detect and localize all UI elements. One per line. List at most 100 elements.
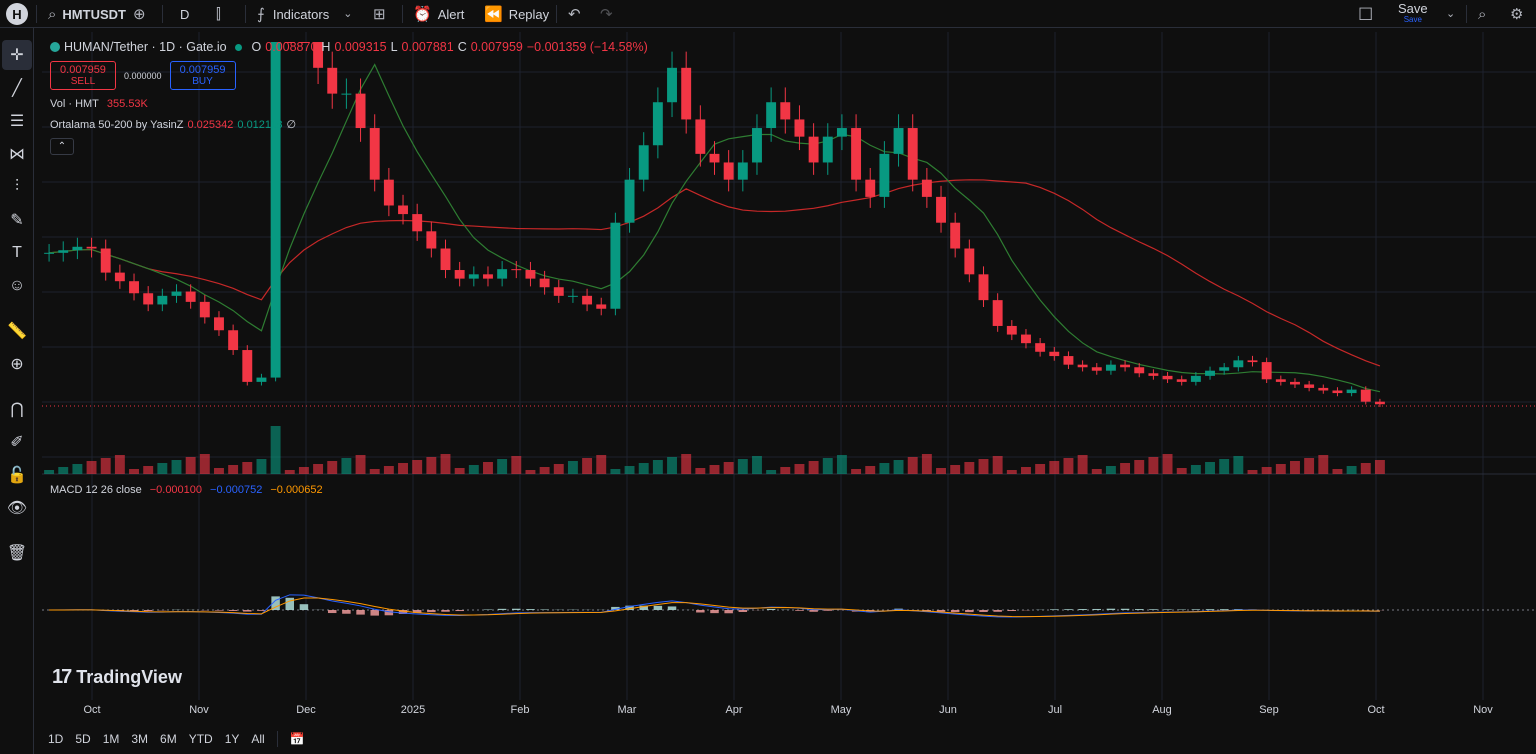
macd-label[interactable]: MACD 12 26 close xyxy=(50,484,142,496)
magnet-tool[interactable]: ⋂ xyxy=(2,394,32,424)
volume-bar xyxy=(1148,457,1159,474)
macd-histogram-bar xyxy=(922,610,932,612)
interval-button[interactable]: D xyxy=(180,0,189,28)
macd-histogram-bar xyxy=(455,610,464,612)
ohlc-l-label: L xyxy=(390,40,398,54)
range-button-3m[interactable]: 3M xyxy=(131,732,149,746)
range-button-1d[interactable]: 1D xyxy=(48,732,64,746)
buy-button[interactable]: 0.007959 BUY xyxy=(169,61,236,90)
volume-bar xyxy=(723,462,734,474)
range-button-6m[interactable]: 6M xyxy=(160,732,177,746)
redo-button[interactable]: ↷ xyxy=(600,0,613,28)
macd-histogram-bar xyxy=(1149,609,1158,610)
user-avatar[interactable]: H xyxy=(6,3,28,25)
range-button-ytd[interactable]: YTD xyxy=(188,732,213,746)
symbol-search-button[interactable]: ⌕ HMTUSDT xyxy=(48,0,126,28)
range-button-1y[interactable]: 1Y xyxy=(224,732,240,746)
gear-icon: ⚙ xyxy=(1510,5,1524,23)
remove-tool[interactable]: 🗑 xyxy=(2,538,32,568)
indicators-button[interactable]: ⨍ Indicators ⌄ xyxy=(257,0,352,28)
candle xyxy=(511,261,522,279)
range-button-all[interactable]: All xyxy=(251,732,265,746)
price-chart[interactable]: Oct Nov Dec 2025 Feb Mar Apr May Jun Jul Aug Sep Oct… xyxy=(42,32,1536,724)
x-axis-label: Mar xyxy=(618,704,637,716)
candle xyxy=(412,203,423,241)
volume-bar xyxy=(582,458,593,474)
candle xyxy=(737,150,748,192)
volume-bar xyxy=(511,456,522,474)
volume-bar xyxy=(440,454,451,474)
crosshair-tool[interactable]: ✛ xyxy=(2,40,32,70)
compare-button[interactable]: ⊕ xyxy=(133,0,146,28)
candle xyxy=(1162,372,1173,384)
calendar-icon[interactable]: 📅 xyxy=(289,732,305,746)
x-axis-label: Nov xyxy=(1473,704,1493,716)
range-button-1m[interactable]: 1M xyxy=(102,732,120,746)
sell-button[interactable]: 0.007959 SELL xyxy=(50,61,116,90)
pattern-tool[interactable]: ⋈ xyxy=(2,139,32,169)
macd-histogram-bar xyxy=(1234,609,1243,610)
lock-tool[interactable]: 🔓 xyxy=(2,460,32,490)
volume-bar xyxy=(1332,469,1343,474)
prediction-tool[interactable]: ⫶ xyxy=(2,172,32,202)
collapse-legend-button[interactable]: ⌃ xyxy=(50,138,74,155)
macd-histogram-bar xyxy=(1064,609,1073,610)
candle xyxy=(341,78,352,109)
save-button[interactable]: Save Save xyxy=(1398,0,1428,28)
candle xyxy=(822,123,833,175)
quick-search-button[interactable]: ⌕ xyxy=(1478,0,1486,28)
volume-bar xyxy=(1120,463,1131,474)
market-open-icon xyxy=(234,43,242,51)
volume-bar xyxy=(214,468,224,474)
candle xyxy=(681,51,692,134)
macd-histogram-bar xyxy=(512,608,521,610)
chart-type-button[interactable]: ⫿ xyxy=(216,0,221,28)
macd-pane xyxy=(42,594,1536,618)
layouts-button[interactable]: ⊞ xyxy=(373,0,386,28)
save-menu-button[interactable]: ⌄ xyxy=(1446,0,1455,28)
candle xyxy=(936,185,946,233)
tradingview-logo[interactable]: 17 TradingView xyxy=(52,666,182,689)
brush-tool[interactable]: ✎ xyxy=(2,205,32,235)
macd-histogram-bar xyxy=(724,610,733,614)
macd-histogram-bar xyxy=(427,610,436,613)
volume-bar xyxy=(964,462,975,474)
volume-bar xyxy=(752,456,762,474)
candle xyxy=(454,261,465,287)
zoom-tool[interactable]: ⊕ xyxy=(2,349,32,379)
volume-bar xyxy=(1275,464,1286,474)
candle xyxy=(1304,380,1315,392)
crosshair-icon: ✛ xyxy=(10,47,24,64)
range-button-5d[interactable]: 5D xyxy=(75,732,91,746)
text-tool[interactable]: T xyxy=(2,238,32,268)
hide-tool[interactable]: 👁 xyxy=(2,493,32,523)
stay-drawing-tool[interactable]: ✐ xyxy=(2,427,32,457)
trendline-tool[interactable]: ╱ xyxy=(2,73,32,103)
candle xyxy=(553,279,564,303)
undo-button[interactable]: ↶ xyxy=(568,0,581,28)
macd-histogram-bar xyxy=(710,610,719,614)
fib-tool[interactable]: ☰ xyxy=(2,106,32,136)
replay-button[interactable]: ⏪ Replay xyxy=(484,0,549,28)
candle xyxy=(879,141,890,208)
volume-bar xyxy=(610,469,621,474)
volume-bar xyxy=(1105,466,1116,474)
macd-histogram-bar xyxy=(639,605,648,610)
settings-button[interactable]: ⚙ xyxy=(1510,0,1523,28)
candle xyxy=(199,295,210,324)
volume-bar xyxy=(298,467,309,474)
volume-bar xyxy=(398,463,408,474)
macd-histogram-bar xyxy=(766,608,776,610)
macd-histogram-bar xyxy=(356,610,365,615)
ma-indicator-label[interactable]: Ortalama 50-200 by YasinZ xyxy=(50,118,184,131)
candle xyxy=(1247,355,1258,367)
emoji-tool[interactable]: ☺ xyxy=(2,271,32,301)
volume-bars xyxy=(44,426,1385,474)
alert-button[interactable]: ⏰ Alert xyxy=(413,0,464,28)
volume-bar xyxy=(1290,461,1300,474)
fullscreen-button[interactable]: ☐ xyxy=(1358,0,1373,28)
measure-tool[interactable]: 📏 xyxy=(2,316,32,346)
volume-bar xyxy=(327,461,338,474)
volume-bar xyxy=(341,458,352,474)
chart-title: HUMAN/Tether · 1D · Gate.io xyxy=(64,40,227,54)
